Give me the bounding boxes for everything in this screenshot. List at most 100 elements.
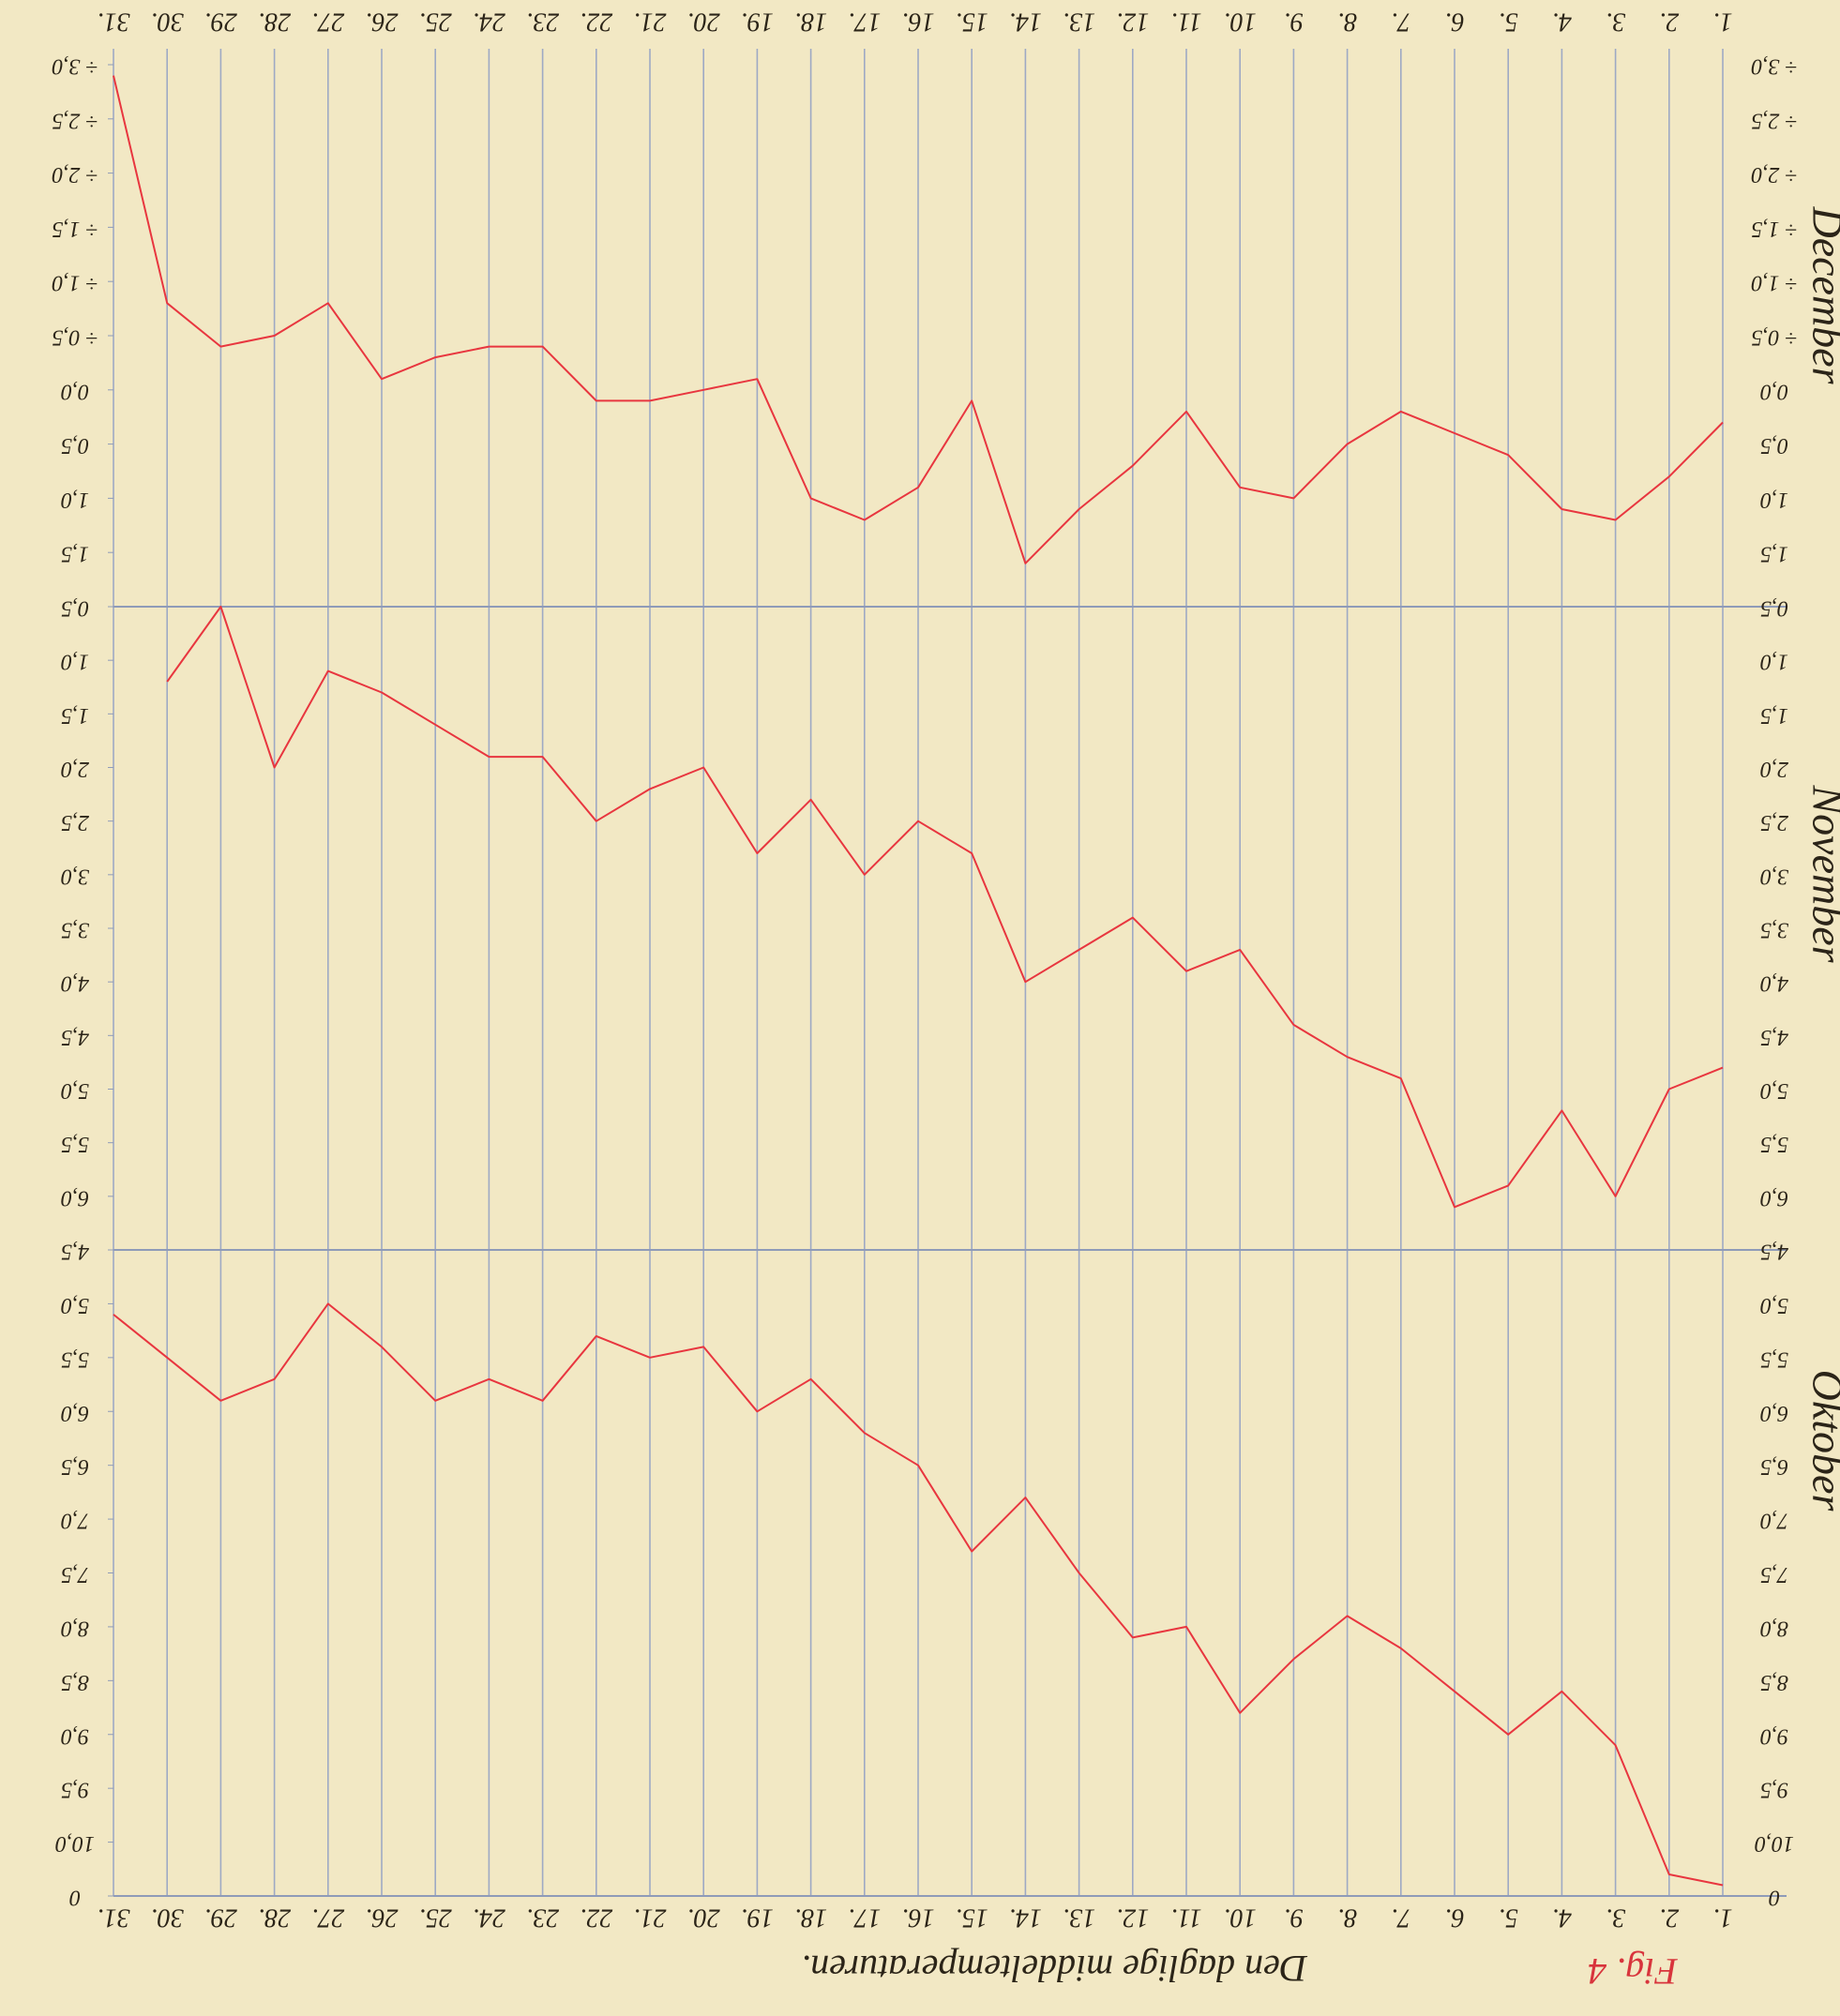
x-tick-label: 10. <box>1224 1903 1257 1933</box>
x-tick-label: 9. <box>1284 8 1304 37</box>
x-tick-label: 20. <box>687 8 720 37</box>
y-tick-label: 2,0 <box>61 757 89 781</box>
x-tick-label: 5. <box>1499 1903 1518 1933</box>
y-tick-label: 7,5 <box>61 1562 89 1587</box>
y-tick-label: 4,5 <box>61 1239 89 1263</box>
x-tick-label: 8. <box>1337 8 1357 37</box>
y-tick-label: 8,5 <box>61 1670 89 1694</box>
x-tick-label: 15. <box>956 8 988 37</box>
y-tick-label: 0,0 <box>61 379 89 403</box>
x-tick-label: 26. <box>366 8 399 37</box>
x-tick-label: 2. <box>1659 1903 1679 1933</box>
x-tick-label: 24. <box>473 8 505 37</box>
month-title: November <box>1803 784 1840 963</box>
y-tick-label: ÷ 2,5 <box>1751 108 1797 132</box>
y-tick-label: 8,0 <box>1760 1616 1788 1640</box>
x-tick-label: 30. <box>151 1903 185 1933</box>
y-tick-label: 9,5 <box>61 1778 89 1802</box>
y-tick-label: ÷ 0,5 <box>52 324 98 349</box>
y-tick-label: 7,5 <box>1760 1562 1788 1587</box>
x-tick-label: 26. <box>366 1903 399 1933</box>
x-tick-label: 25. <box>419 8 452 37</box>
y-tick-label: 1,5 <box>61 542 89 566</box>
y-tick-label: 5,5 <box>61 1132 89 1156</box>
x-tick-label: 27. <box>311 8 344 37</box>
x-tick-label: 19. <box>741 1903 774 1933</box>
y-tick-label: 4,0 <box>1760 971 1788 996</box>
y-tick-label: ÷ 1,5 <box>1751 217 1797 241</box>
y-tick-label: 8,0 <box>61 1616 89 1640</box>
y-tick-label: 7,0 <box>1760 1509 1788 1533</box>
x-tick-label: 14. <box>1009 1903 1042 1933</box>
y-tick-label: ÷ 3,0 <box>52 53 98 78</box>
x-tick-label: 22. <box>580 8 612 37</box>
y-tick-label: 0 <box>1769 1885 1780 1909</box>
x-tick-label: 28. <box>258 8 291 37</box>
page: Den daglige middeltemperaturen. Fig. 4 1… <box>0 0 1840 2016</box>
y-tick-label: 10,0 <box>55 1831 95 1856</box>
paper <box>0 0 1840 2016</box>
y-tick-label: 5,0 <box>61 1078 89 1103</box>
x-tick-label: 14. <box>1009 8 1042 37</box>
y-tick-label: 6,0 <box>61 1401 89 1425</box>
y-tick-label: 1,5 <box>61 703 89 728</box>
y-tick-label: 9,0 <box>61 1723 89 1748</box>
y-tick-label: 0,5 <box>61 595 89 620</box>
y-tick-label: 0 <box>69 1885 81 1909</box>
x-tick-label: 23. <box>526 1903 559 1933</box>
x-tick-label: 13. <box>1063 1903 1095 1933</box>
y-tick-label: 6,0 <box>1760 1185 1788 1210</box>
x-tick-label: 8. <box>1337 1903 1357 1933</box>
x-tick-label: 24. <box>473 1903 505 1933</box>
x-tick-label: 25. <box>419 1903 452 1933</box>
y-tick-label: 3,0 <box>1760 864 1789 888</box>
y-tick-label: 9,0 <box>1760 1723 1788 1748</box>
y-tick-label: ÷ 0,5 <box>1751 324 1797 349</box>
y-tick-label: ÷ 1,5 <box>52 217 98 241</box>
y-tick-label: 5,0 <box>1760 1293 1788 1317</box>
y-tick-label: 8,5 <box>1760 1670 1788 1694</box>
x-tick-label: 3. <box>1606 8 1626 37</box>
y-tick-label: 4,5 <box>61 1025 89 1049</box>
x-tick-label: 6. <box>1445 1903 1465 1933</box>
x-tick-label: 29. <box>204 1903 237 1933</box>
x-tick-label: 29. <box>204 8 237 37</box>
x-tick-label: 17. <box>848 1903 881 1933</box>
y-tick-label: 6,0 <box>61 1185 89 1210</box>
x-tick-label: 19. <box>741 8 774 37</box>
y-tick-label: 4,0 <box>61 971 89 996</box>
y-tick-label: 5,0 <box>1760 1078 1788 1103</box>
x-tick-label: 5. <box>1499 8 1518 37</box>
y-tick-label: 3,5 <box>1760 917 1789 941</box>
y-tick-label: ÷ 2,0 <box>1751 162 1797 187</box>
y-tick-label: 0,0 <box>1760 379 1788 403</box>
y-tick-label: 5,0 <box>61 1293 89 1317</box>
y-tick-label: 4,5 <box>1760 1025 1788 1049</box>
x-tick-label: 6. <box>1445 8 1465 37</box>
x-tick-label: 7. <box>1391 1903 1410 1933</box>
x-tick-label: 23. <box>526 8 559 37</box>
x-tick-label: 27. <box>311 1903 344 1933</box>
y-tick-label: 1,0 <box>61 488 89 512</box>
y-tick-label: 6,5 <box>1760 1454 1788 1479</box>
x-tick-label: 1. <box>1713 8 1733 37</box>
y-tick-label: 0,5 <box>1760 595 1788 620</box>
x-tick-label: 28. <box>258 1903 291 1933</box>
y-tick-label: 2,5 <box>61 810 89 835</box>
x-tick-label: 13. <box>1063 8 1095 37</box>
y-tick-label: 1,0 <box>1760 488 1788 512</box>
x-tick-label: 4. <box>1552 8 1572 37</box>
y-tick-label: ÷ 2,0 <box>52 162 98 187</box>
y-tick-label: 9,5 <box>1760 1778 1788 1802</box>
y-tick-label: ÷ 1,0 <box>52 271 98 295</box>
x-tick-label: 22. <box>580 1903 612 1933</box>
x-tick-label: 21. <box>634 8 667 37</box>
y-tick-label: 2,5 <box>1760 810 1788 835</box>
caption: Den daglige middeltemperaturen. <box>801 1948 1308 1990</box>
y-tick-label: 2,0 <box>1760 757 1788 781</box>
y-tick-label: 1,5 <box>1760 542 1788 566</box>
month-title: Oktober <box>1803 1370 1840 1512</box>
x-tick-label: 18. <box>794 1903 827 1933</box>
y-tick-label: 1,0 <box>1760 650 1788 674</box>
x-tick-label: 2. <box>1659 8 1679 37</box>
